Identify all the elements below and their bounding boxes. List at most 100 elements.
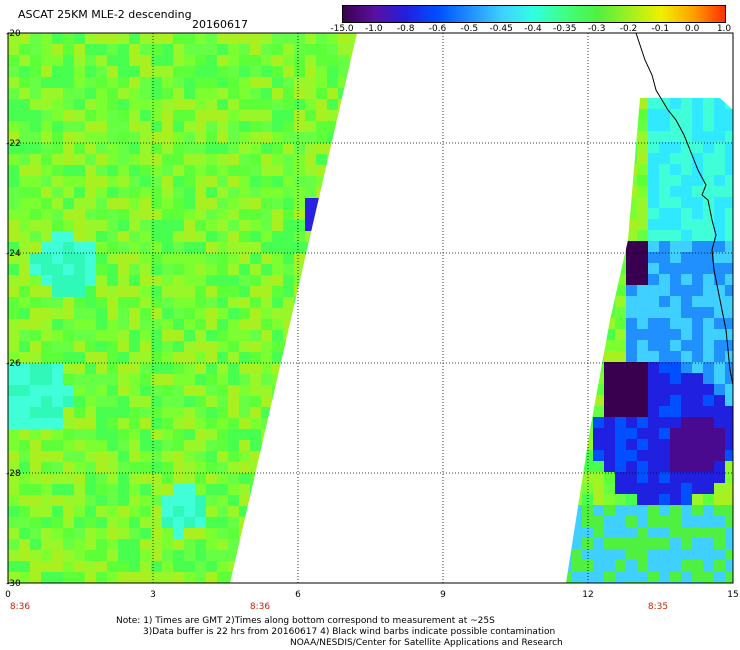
swath-cell <box>349 572 357 583</box>
swath-cell <box>140 385 151 396</box>
swath-cell <box>261 385 272 396</box>
swath-cell <box>714 571 725 582</box>
swath-cell <box>272 143 283 154</box>
swath-cell <box>582 527 593 538</box>
swath-cell <box>217 352 228 363</box>
swath-cell <box>30 561 41 572</box>
swath-cell <box>272 308 283 319</box>
swath-cell <box>316 231 327 242</box>
swath-left <box>8 33 357 583</box>
swath-cell <box>703 516 714 527</box>
swath-cell <box>566 142 571 153</box>
swath-cell <box>714 164 725 175</box>
swath-cell <box>162 99 173 110</box>
swath-cell <box>338 528 349 539</box>
swath-cell <box>626 230 637 241</box>
swath-cell <box>239 341 250 352</box>
swath-cell <box>107 286 118 297</box>
swath-cell <box>571 439 582 450</box>
swath-cell <box>626 252 637 263</box>
swath-cell <box>129 330 140 341</box>
swath-cell <box>604 428 615 439</box>
swath-cell <box>582 483 593 494</box>
colorbar-label: -0.8 <box>396 24 415 34</box>
swath-cell <box>151 308 162 319</box>
swath-cell <box>217 363 228 374</box>
swath-cell <box>294 484 305 495</box>
swath-cell <box>725 285 733 296</box>
swath-cell <box>670 549 681 560</box>
swath-cell <box>593 417 604 428</box>
swath-cell <box>30 297 41 308</box>
swath-cell <box>250 330 261 341</box>
swath-cell <box>283 209 294 220</box>
swath-cell <box>327 374 338 385</box>
swath-cell <box>261 528 272 539</box>
swath-cell <box>239 231 250 242</box>
swath-cell <box>338 418 349 429</box>
swath-cell <box>604 263 615 274</box>
swath-cell <box>725 417 733 428</box>
swath-cell <box>316 440 327 451</box>
swath-cell <box>228 231 239 242</box>
swath-cell <box>41 198 52 209</box>
swath-cell <box>30 385 41 396</box>
colorbar-label: -0.2 <box>619 24 638 34</box>
swath-cell <box>305 286 316 297</box>
swath-cell <box>327 572 338 583</box>
swath-cell <box>173 484 184 495</box>
swath-cell <box>349 44 357 55</box>
swath-cell <box>184 253 195 264</box>
swath-cell <box>250 572 261 583</box>
swath-cell <box>283 319 294 330</box>
swath-cell <box>316 407 327 418</box>
y-tick-label: -24 <box>6 249 21 259</box>
swath-cell <box>74 220 85 231</box>
swath-cell <box>349 66 357 77</box>
swath-cell <box>217 253 228 264</box>
swath-cell <box>626 549 637 560</box>
swath-cell <box>670 516 681 527</box>
swath-cell <box>725 318 733 329</box>
swath-cell <box>272 187 283 198</box>
swath-cell <box>19 517 30 528</box>
swath-cell <box>8 231 19 242</box>
swath-cell <box>703 175 714 186</box>
swath-cell <box>118 319 129 330</box>
swath-cell <box>327 385 338 396</box>
swath-cell <box>63 550 74 561</box>
colorbar-label: 0.0 <box>684 24 700 34</box>
swath-cell <box>217 110 228 121</box>
swath-cell <box>217 462 228 473</box>
swath-cell <box>19 66 30 77</box>
y-tick-label: -30 <box>6 579 21 589</box>
swath-cell <box>338 66 349 77</box>
swath-cell <box>239 176 250 187</box>
swath-cell <box>63 242 74 253</box>
swath-cell <box>151 495 162 506</box>
swath-cell <box>239 154 250 165</box>
swath-cell <box>41 462 52 473</box>
swath-cell <box>107 77 118 88</box>
swath-cell <box>151 88 162 99</box>
swath-cell <box>217 539 228 550</box>
swath-cell <box>338 187 349 198</box>
swath-cell <box>670 483 681 494</box>
swath-cell <box>63 187 74 198</box>
swath-cell <box>725 450 733 461</box>
swath-cell <box>725 395 733 406</box>
swath-cell <box>250 528 261 539</box>
swath-cell <box>195 528 206 539</box>
swath-cell <box>217 220 228 231</box>
swath-cell <box>283 99 294 110</box>
swath-cell <box>140 132 151 143</box>
swath-cell <box>349 429 357 440</box>
swath-cell <box>283 176 294 187</box>
swath-cell <box>316 264 327 275</box>
swath-cell <box>604 175 615 186</box>
swath-cell <box>261 473 272 484</box>
swath-cell <box>316 385 327 396</box>
swath-cell <box>85 418 96 429</box>
swath-cell <box>338 264 349 275</box>
swath-cell <box>250 110 261 121</box>
